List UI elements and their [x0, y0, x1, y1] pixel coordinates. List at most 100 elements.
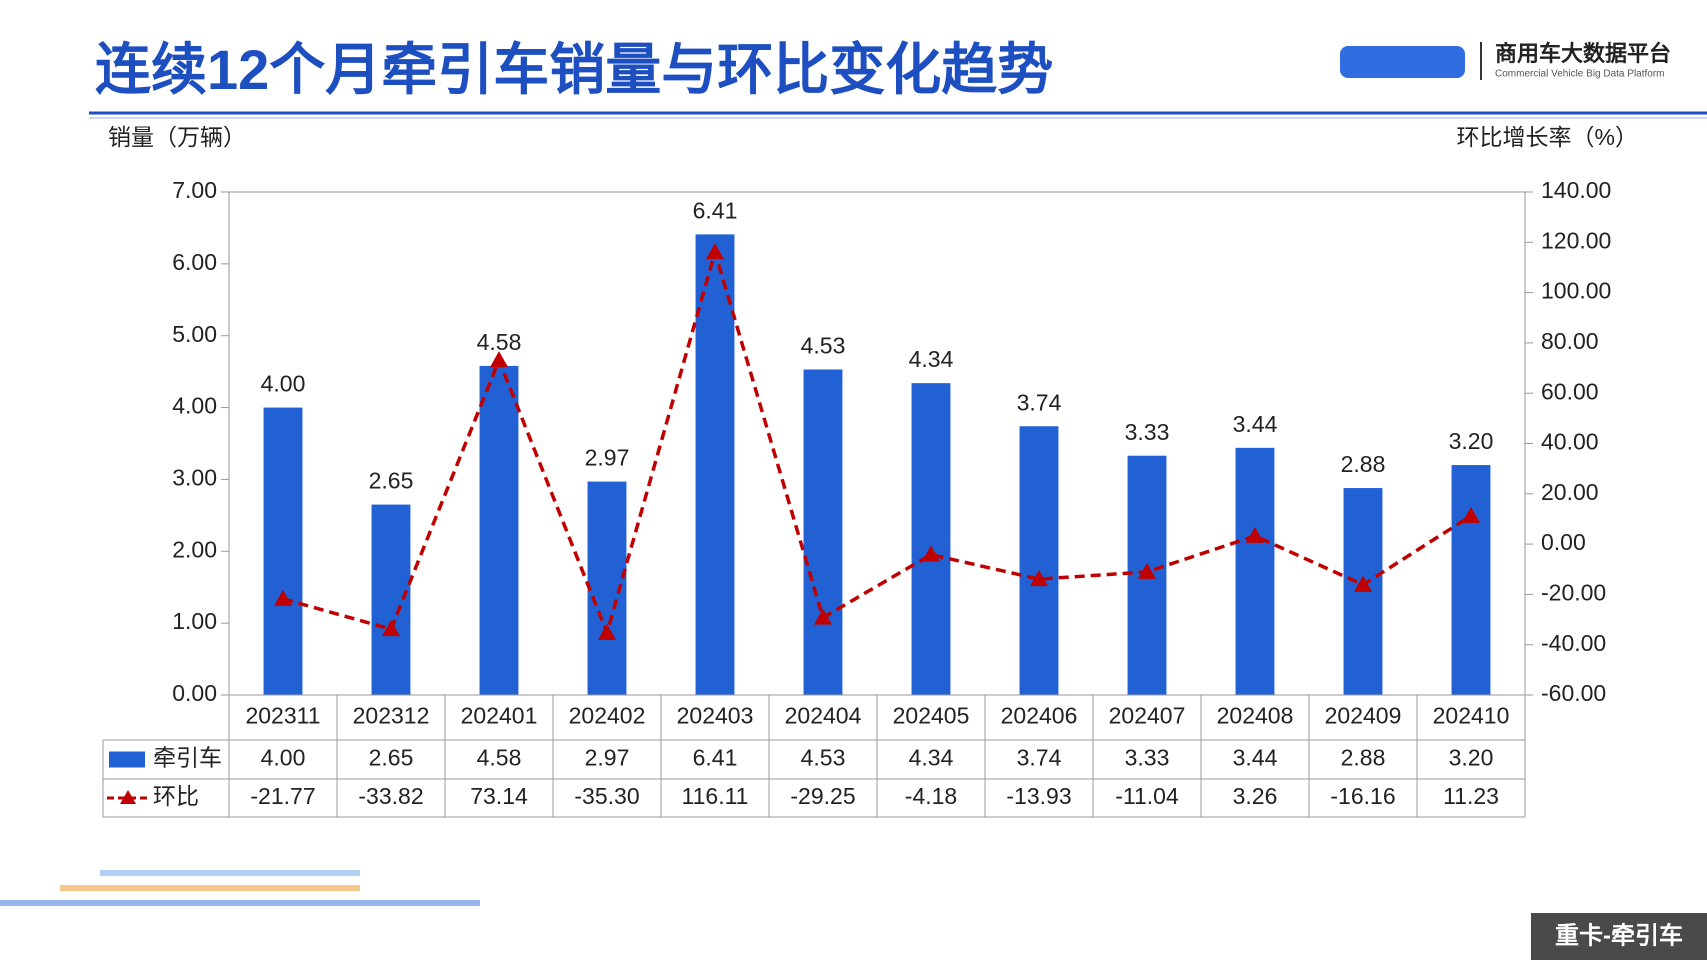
x-tick-label: 202405 — [893, 703, 970, 729]
x-tick-label: 202312 — [353, 703, 430, 729]
logo: 商用车大数据平台 Commercial Vehicle Big Data Pla… — [1340, 41, 1671, 80]
bar — [263, 407, 303, 695]
bar — [1451, 465, 1491, 695]
bar-value-label: 4.00 — [261, 371, 306, 397]
bar-value-label: 2.88 — [1341, 451, 1386, 477]
y2-tick-label: 140.00 — [1541, 177, 1611, 203]
decor-stripe — [60, 885, 360, 891]
bar-value-label: 3.33 — [1125, 419, 1170, 445]
line-marker — [1462, 506, 1480, 523]
table-value: 4.58 — [477, 745, 522, 771]
table-value: 73.14 — [470, 783, 528, 809]
table-value: 4.53 — [801, 745, 846, 771]
table-value: -11.04 — [1115, 783, 1179, 809]
y-tick-label: 5.00 — [172, 321, 217, 347]
line — [282, 245, 1472, 639]
y-tick-label: 4.00 — [172, 393, 217, 419]
table-value: -21.77 — [250, 783, 315, 809]
y2-tick-label: 40.00 — [1541, 429, 1599, 455]
y2-tick-label: 20.00 — [1541, 479, 1599, 505]
x-tick-label: 202404 — [785, 703, 862, 729]
bar — [479, 365, 519, 695]
line-marker — [490, 351, 508, 368]
line-marker — [1246, 526, 1264, 543]
bar-value-label: 4.53 — [801, 333, 846, 359]
table-value: -13.93 — [1006, 783, 1071, 809]
decor-stripe — [100, 870, 360, 876]
legend-entry: 环比 — [153, 783, 199, 809]
table-value: 2.65 — [369, 745, 414, 771]
y2-axis-label: 环比增长率（%） — [1457, 124, 1638, 150]
x-tick-label: 202403 — [677, 703, 754, 729]
line-marker — [598, 623, 616, 640]
table-value: 2.88 — [1341, 745, 1386, 771]
bar-value-label: 2.65 — [369, 468, 414, 494]
table-value: 3.20 — [1449, 745, 1494, 771]
table-value: -16.16 — [1330, 783, 1395, 809]
y2-tick-label: 60.00 — [1541, 378, 1599, 404]
bar-value-label: 3.20 — [1449, 428, 1494, 454]
bar-value-label: 2.97 — [585, 445, 630, 471]
table-value: 6.41 — [693, 745, 738, 771]
x-tick-label: 202401 — [461, 703, 538, 729]
decor-stripe — [0, 900, 480, 906]
table-value: 116.11 — [682, 783, 749, 809]
x-tick-label: 202402 — [569, 703, 646, 729]
table-value: 2.97 — [585, 745, 630, 771]
legend-entry: 牵引车 — [153, 745, 222, 771]
line-marker — [1030, 570, 1048, 587]
line-marker — [274, 589, 292, 606]
line-marker — [382, 620, 400, 637]
bar — [695, 234, 735, 695]
line-marker — [706, 243, 724, 260]
line-marker — [814, 608, 832, 625]
x-tick-label: 202410 — [1433, 703, 1510, 729]
bar — [1019, 426, 1059, 695]
plot-frame — [228, 191, 1526, 696]
bar — [911, 383, 951, 695]
table-value: 3.26 — [1233, 783, 1278, 809]
bar — [803, 369, 843, 695]
logo-subtitle: Commercial Vehicle Big Data Platform — [1495, 69, 1665, 80]
logo-mark — [1340, 46, 1465, 78]
table-value: -33.82 — [358, 783, 423, 809]
y2-tick-label: 120.00 — [1541, 227, 1611, 253]
legend-swatch — [109, 751, 145, 768]
logo-name: 商用车大数据平台 — [1495, 41, 1671, 66]
y2-tick-label: -60.00 — [1541, 680, 1606, 706]
table-value: 11.23 — [1443, 783, 1499, 809]
bar — [1235, 447, 1275, 695]
y-tick-label: 6.00 — [172, 249, 217, 275]
table-value: 3.33 — [1125, 745, 1170, 771]
table-value: 3.44 — [1233, 745, 1278, 771]
table-value: -4.18 — [905, 783, 957, 809]
bar-value-label: 4.58 — [477, 329, 522, 355]
bar-value-label: 6.41 — [693, 197, 738, 223]
table-value: -29.25 — [790, 783, 855, 809]
table-value: 3.74 — [1017, 745, 1062, 771]
x-tick-label: 202408 — [1217, 703, 1294, 729]
x-tick-label: 202409 — [1325, 703, 1402, 729]
table-value: 4.00 — [261, 745, 306, 771]
bar-value-label: 3.44 — [1233, 411, 1278, 437]
y-tick-label: 2.00 — [172, 536, 217, 562]
x-tick-label: 202406 — [1001, 703, 1078, 729]
footer-tag-box — [1531, 913, 1707, 960]
y-tick-label: 1.00 — [172, 608, 217, 634]
y2-tick-label: 0.00 — [1541, 529, 1586, 555]
line-marker — [1354, 575, 1372, 592]
y-tick-label: 7.00 — [172, 177, 217, 203]
y2-tick-label: 100.00 — [1541, 278, 1611, 304]
y2-tick-label: -20.00 — [1541, 579, 1606, 605]
truck-decoration — [0, 870, 480, 906]
table-value: -35.30 — [574, 783, 639, 809]
legend-swatch-marker — [120, 790, 136, 804]
line-marker — [922, 545, 940, 562]
bar-value-label: 3.74 — [1017, 389, 1062, 415]
y2-tick-label: -40.00 — [1541, 630, 1606, 656]
y-tick-label: 3.00 — [172, 465, 217, 491]
y-tick-label: 0.00 — [172, 680, 217, 706]
x-tick-label: 202407 — [1109, 703, 1186, 729]
